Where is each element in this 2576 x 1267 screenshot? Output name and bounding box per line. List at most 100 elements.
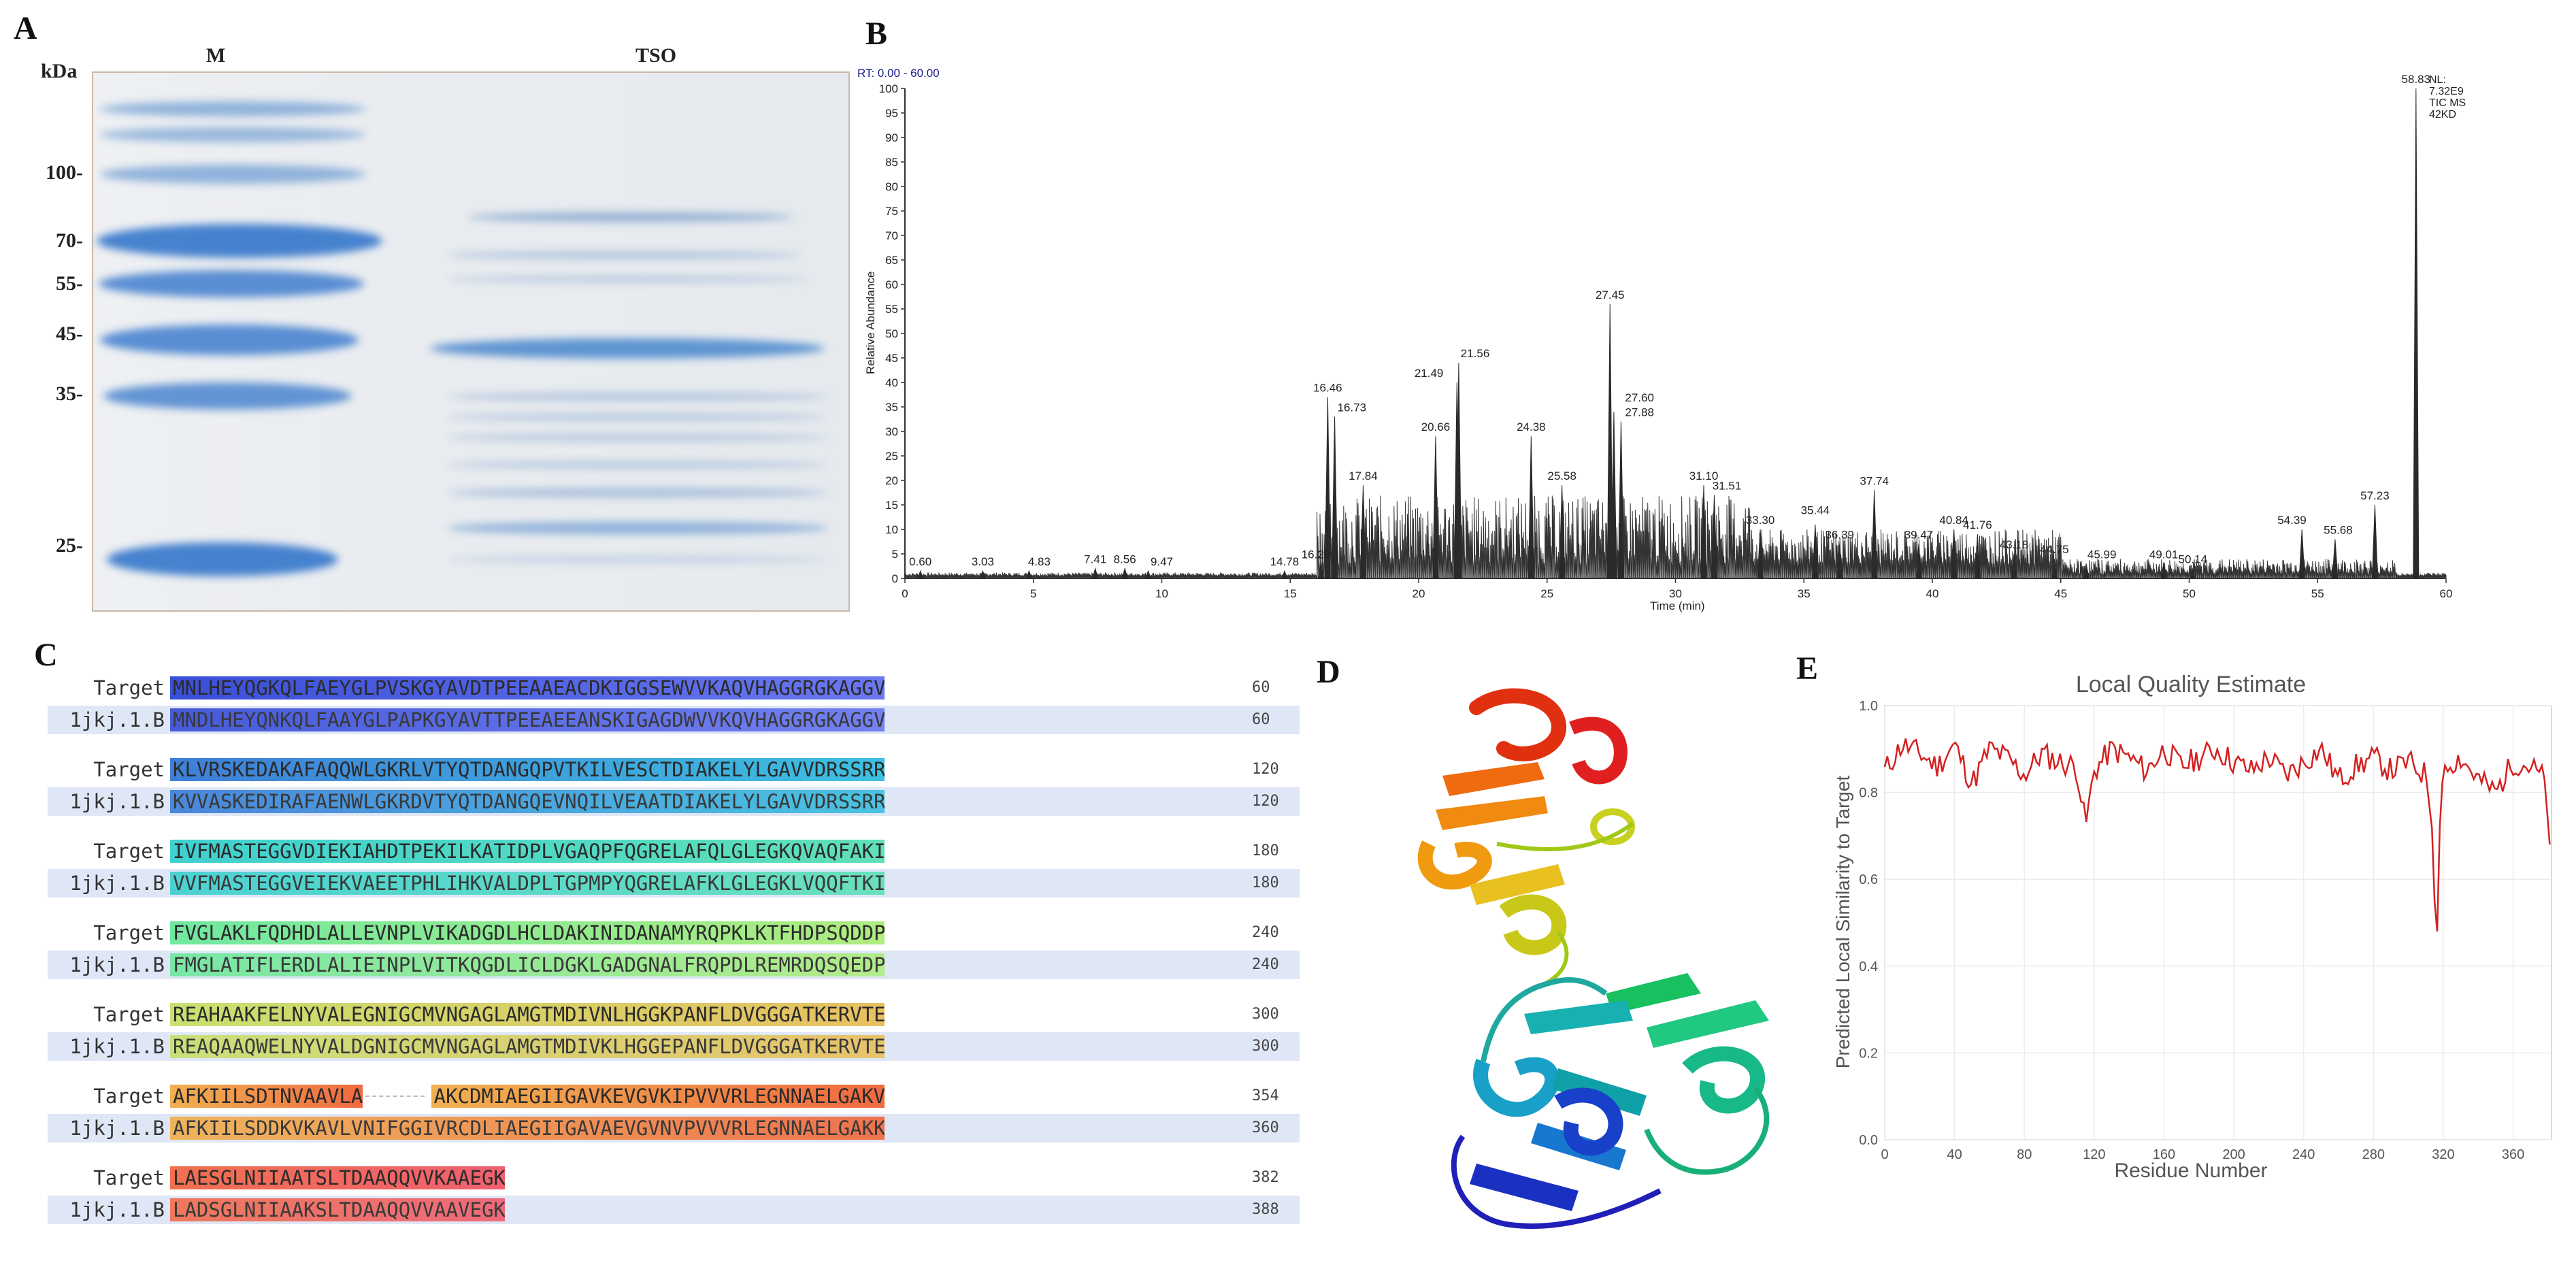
helix-red [1469,688,1567,761]
b-x-tick-label: 30 [1669,587,1682,600]
b-peak [1711,495,1718,579]
marker-band [103,382,352,410]
alignment-seq-name: 1jkj.1.B [69,953,165,976]
e-x-tick-label: 80 [2017,1147,2032,1162]
sample-band [447,251,801,259]
panel-d-letter: D [1317,654,1340,690]
b-peak [1559,485,1566,579]
alignment-seq-name: Target [93,1085,165,1108]
b-peaks [917,88,2420,579]
b-peak [2371,504,2378,579]
alignment-seq-name: Target [93,840,165,863]
alignment-sequence: MNDLHEYQNKQLFAAYGLPAPKGYAVTTPEEAEEANSKIG… [170,708,885,731]
b-y-tick-label: 100 [879,82,898,95]
b-y-tick-label: 45 [885,352,898,365]
helix-cyan [1473,1057,1560,1117]
b-peak-label: 16.73 [1338,401,1367,414]
b-peak [1528,436,1534,579]
b-peak [2083,563,2090,579]
b-peak-label: 31.10 [1689,470,1719,482]
b-peak [2413,88,2420,579]
alignment-end-number: 180 [1252,874,1279,891]
b-peak-label: 7.41 [1084,553,1106,566]
b-y-tick-label: 75 [885,205,898,218]
alignment-sequence: AFKIILSDDKVKAVLVNIFGGIVRCDLIAEGIIGAVAEVG… [170,1117,885,1140]
alignment-template-row: 1jkj.1.B MNDLHEYQNKQLFAAYGLPAPKGYAVTTPEEA… [48,706,1300,734]
b-peak-label: 27.88 [1625,406,1654,419]
sample-band [447,276,808,282]
b-x-tick-label: 45 [2054,587,2067,600]
b-peak-label: 57.23 [2360,489,2390,502]
e-y-tick-label: 1.0 [1859,699,1878,714]
alignment-sequence: KVVASKEDIRAFAENWLGKRDVTYQTDANGQEVNQILVEA… [170,790,885,813]
b-peak-label: 55.68 [2324,523,2353,536]
b-y-tick-label: 80 [885,180,898,193]
e-x-tick-label: 280 [2362,1147,2385,1162]
b-peak-label: 9.47 [1151,555,1173,568]
sheet-green-2 [1647,1000,1769,1048]
alignment-seq-name: 1jkj.1.B [69,790,165,813]
b-peak-label: 35.44 [1801,504,1830,517]
sample-band [447,433,828,442]
nl-line: TIC MS [2429,97,2466,109]
b-peak-label: 54.39 [2277,514,2307,527]
b-peak-label: 27.45 [1596,289,1625,301]
alignment-template-row: 1jkj.1.B AFKIILSDDKVKAVLVNIFGGIVRCDLIAEGI… [48,1114,1300,1142]
alignment-target-row: Target AFKIILSDTNVAAVLA AKCDMIAEGIIGAVKEVG… [48,1082,1300,1110]
b-y-tick-label: 40 [885,376,898,389]
mw-label-70: 70- [56,229,83,252]
b-peak [1332,416,1338,579]
b-y-tick-label: 30 [885,425,898,438]
b-peak [2190,567,2196,579]
b-peak [1871,490,1878,579]
sheet-green [1606,973,1701,1014]
alignment-seq-name: Target [93,1166,165,1189]
sample-band [447,461,828,469]
alignment-seq-name: Target [93,676,165,700]
local-quality-chart: Local Quality Estimate Residue Number Pr… [1832,672,2552,1182]
b-peak-label: 21.56 [1461,347,1490,360]
sds-page-gel [92,71,850,612]
b-x-axis-label: Time (min) [1650,599,1705,612]
b-x-tick-label: 10 [1155,587,1168,600]
b-peak-label: 39.47 [1904,529,1934,542]
e-y-tick-label: 0.8 [1859,786,1878,801]
alignment-end-number: 388 [1252,1201,1279,1218]
b-peak-label: 27.60 [1625,391,1654,404]
helix-orange [1417,840,1492,890]
e-quality-line [1883,738,2551,932]
panel-b-letter: B [865,16,888,52]
b-x-tick-label: 60 [2440,587,2453,600]
b-peak-label: 43.18 [2000,538,2029,551]
b-peak [1974,534,1981,579]
alignment-end-number: 180 [1252,842,1279,859]
b-peak [2011,553,2017,579]
rt-range-label: RT: 0.00 - 60.00 [857,67,940,80]
protein-ribbon-structure [1417,688,1770,1229]
sample-band [447,488,828,497]
nl-line: 42KD [2429,109,2456,120]
b-y-tick-label: 65 [885,254,898,267]
e-y-tick-label: 0.4 [1859,959,1878,974]
b-x-tick-label: 25 [1540,587,1553,600]
alignment-target-row: Target MNLHEYQGKQLFAEYGLPVSKGYAVDTPEEAAEA… [48,674,1300,702]
alignment-sequence: VVFMASTEGGVEIEKVAEETPHLIHKVALDPLTGPMPYQG… [170,872,885,895]
b-y-tick-label: 10 [885,523,898,536]
alignment-end-number: 382 [1252,1169,1279,1186]
alignment-end-number: 60 [1252,679,1270,696]
b-x-tick-label: 55 [2311,587,2324,600]
alignment-end-number: 60 [1252,711,1270,728]
sheet-yellow [1470,864,1565,905]
alignment-end-number: 120 [1252,761,1279,778]
b-peak [1121,567,1128,579]
alignment-seq-name: 1jkj.1.B [69,708,165,731]
alignment-sequence-tail: AKCDMIAEGIIGAVKEVGVKIPVVVRLEGNNAELGAKV [431,1085,885,1108]
marker-band [100,325,359,355]
alignment-template-row: 1jkj.1.B KVVASKEDIRAFAENWLGKRDVTYQTDANGQE… [48,787,1300,816]
mw-label-25: 25- [56,534,83,557]
alignment-end-number: 300 [1252,1038,1279,1055]
alignment-template-row: 1jkj.1.B FMGLATIFLERDLALIEINPLVITKQGDLICL… [48,951,1300,979]
e-x-tick-label: 40 [1947,1147,1962,1162]
e-x-tick-label: 200 [2222,1147,2245,1162]
